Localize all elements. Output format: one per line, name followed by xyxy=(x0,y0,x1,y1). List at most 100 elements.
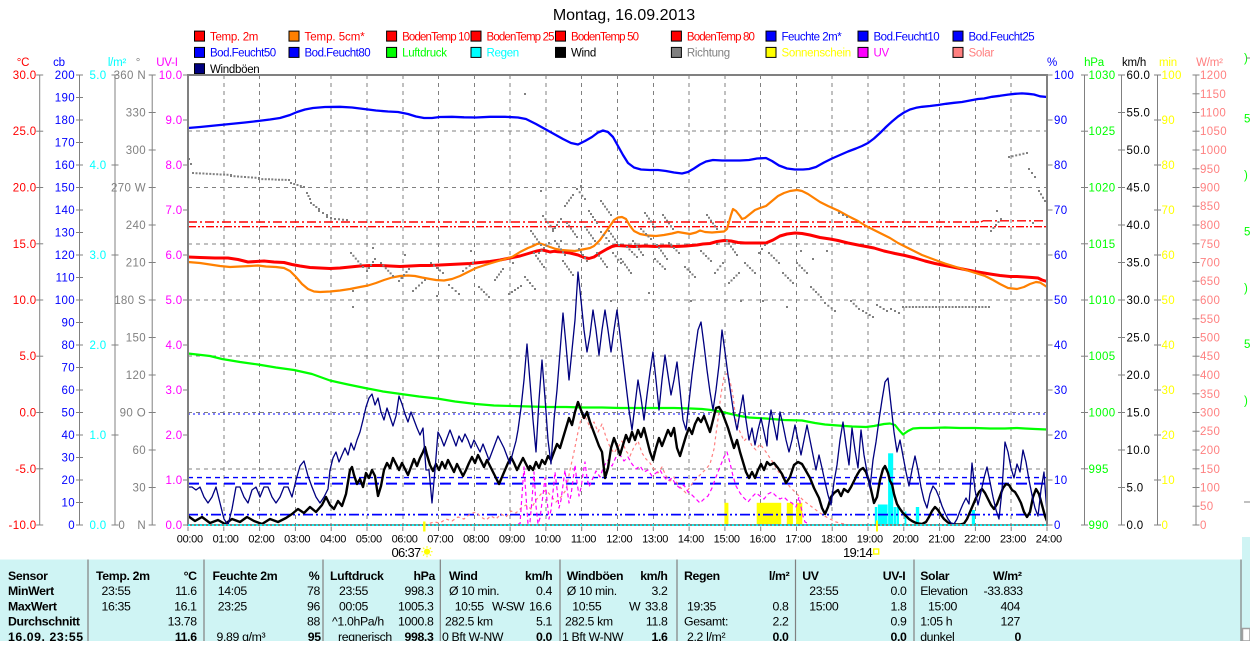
svg-text:17:00: 17:00 xyxy=(785,534,811,546)
svg-text:240: 240 xyxy=(126,220,146,232)
svg-text:0.0: 0.0 xyxy=(772,630,789,641)
svg-text:Bod.Feucht25: Bod.Feucht25 xyxy=(969,31,1035,43)
svg-text:15.0: 15.0 xyxy=(1127,408,1151,420)
svg-text:11:00: 11:00 xyxy=(571,534,596,546)
svg-text:350: 350 xyxy=(1200,389,1220,401)
svg-text:Temp. 5cm*: Temp. 5cm* xyxy=(305,31,366,43)
svg-text:2.0: 2.0 xyxy=(165,430,182,442)
svg-text:0.4: 0.4 xyxy=(536,584,553,598)
svg-text:25.0: 25.0 xyxy=(13,126,37,138)
svg-text:40: 40 xyxy=(1054,340,1068,352)
svg-text:Regen: Regen xyxy=(487,48,519,60)
svg-text:30: 30 xyxy=(62,453,76,465)
svg-text:15.0: 15.0 xyxy=(13,239,37,251)
svg-text:0: 0 xyxy=(1162,520,1169,532)
svg-text:20.0: 20.0 xyxy=(1127,370,1151,382)
svg-text:Durchschnitt: Durchschnitt xyxy=(8,615,80,629)
svg-text:5: 5 xyxy=(1244,114,1250,126)
svg-text:l/m²: l/m² xyxy=(769,569,790,583)
svg-text:995: 995 xyxy=(1089,464,1109,476)
svg-text:160: 160 xyxy=(55,160,75,172)
svg-text:25.0: 25.0 xyxy=(1127,333,1151,345)
svg-text:60: 60 xyxy=(62,385,76,397)
svg-text:95: 95 xyxy=(308,630,321,641)
svg-text:Temp. 2m: Temp. 2m xyxy=(210,31,258,43)
svg-text:13:00: 13:00 xyxy=(642,534,668,546)
svg-text:180 S: 180 S xyxy=(114,295,146,307)
svg-text:150: 150 xyxy=(1200,464,1220,476)
svg-text:22:00: 22:00 xyxy=(964,534,990,546)
svg-text:1 Bft W-NW: 1 Bft W-NW xyxy=(562,630,624,641)
svg-text:-10.0: -10.0 xyxy=(9,520,37,532)
svg-text:500: 500 xyxy=(1200,333,1220,345)
svg-text:Feuchte 2m*: Feuchte 2m* xyxy=(782,31,843,43)
svg-text:Ø 10 min.: Ø 10 min. xyxy=(449,584,499,598)
svg-text:150: 150 xyxy=(55,183,75,195)
svg-text:40: 40 xyxy=(62,430,76,442)
svg-text:Bod.Feucht50: Bod.Feucht50 xyxy=(210,48,276,60)
svg-text:04:00: 04:00 xyxy=(320,534,346,546)
svg-text:20: 20 xyxy=(1054,430,1068,442)
svg-text:850: 850 xyxy=(1200,201,1220,213)
svg-text:1005.3: 1005.3 xyxy=(398,599,434,613)
svg-text:Sensor: Sensor xyxy=(8,569,48,583)
svg-text:km/h: km/h xyxy=(1122,57,1146,69)
svg-text:23:55: 23:55 xyxy=(339,584,369,598)
svg-text:0 Bft W-NW: 0 Bft W-NW xyxy=(442,630,504,641)
svg-text:4.0: 4.0 xyxy=(165,340,182,352)
svg-text:550: 550 xyxy=(1200,314,1220,326)
svg-text:19:00: 19:00 xyxy=(857,534,883,546)
svg-text:1010: 1010 xyxy=(1089,295,1116,307)
svg-text:127: 127 xyxy=(1001,615,1021,629)
svg-text:Luftdruck: Luftdruck xyxy=(330,569,384,583)
svg-text:Wind: Wind xyxy=(571,48,596,60)
svg-text:800: 800 xyxy=(1200,220,1220,232)
svg-text:4.0: 4.0 xyxy=(89,160,106,172)
svg-text:-33.833: -33.833 xyxy=(984,584,1024,598)
svg-text:20.0: 20.0 xyxy=(13,183,37,195)
svg-text:BodenTemp 25: BodenTemp 25 xyxy=(487,31,555,43)
svg-text:10:55: 10:55 xyxy=(572,599,602,613)
svg-text:°C: °C xyxy=(184,569,198,583)
svg-text:5.0: 5.0 xyxy=(165,295,182,307)
svg-text:1150: 1150 xyxy=(1200,89,1226,101)
svg-text:0.0: 0.0 xyxy=(89,520,106,532)
svg-text:W/m²: W/m² xyxy=(993,569,1022,583)
svg-text:): ) xyxy=(1244,396,1248,408)
svg-text:282.5 km: 282.5 km xyxy=(445,615,493,629)
svg-text:11.6: 11.6 xyxy=(175,630,197,641)
svg-text:998.3: 998.3 xyxy=(404,584,434,598)
svg-text:200: 200 xyxy=(55,70,75,82)
svg-text:Bod.Feucht10: Bod.Feucht10 xyxy=(874,31,940,43)
svg-text:8.0: 8.0 xyxy=(165,160,182,172)
svg-text:0.9: 0.9 xyxy=(890,615,907,629)
svg-text:Temp. 2m: Temp. 2m xyxy=(96,569,150,583)
svg-text:0: 0 xyxy=(68,520,75,532)
svg-text:23:55: 23:55 xyxy=(102,584,132,598)
svg-text:UV-I: UV-I xyxy=(156,57,178,69)
svg-text:24:00: 24:00 xyxy=(1036,534,1062,546)
svg-text:Solar: Solar xyxy=(920,569,950,583)
svg-text:01:00: 01:00 xyxy=(213,534,239,546)
svg-text:1100: 1100 xyxy=(1200,108,1226,120)
svg-text:300: 300 xyxy=(126,145,146,157)
svg-text:Luftdruck: Luftdruck xyxy=(402,48,447,60)
svg-text:hPa: hPa xyxy=(413,569,435,583)
svg-text:250: 250 xyxy=(1200,426,1220,438)
svg-text:Bod.Feucht80: Bod.Feucht80 xyxy=(305,48,371,60)
svg-text:16.1: 16.1 xyxy=(174,599,197,613)
svg-text:30: 30 xyxy=(133,483,147,495)
svg-text:Richtung: Richtung xyxy=(687,48,730,60)
svg-text:^1.0hPa/h: ^1.0hPa/h xyxy=(332,615,384,629)
svg-text:20:00: 20:00 xyxy=(893,534,919,546)
svg-text:0.0: 0.0 xyxy=(890,584,907,598)
svg-text:35.0: 35.0 xyxy=(1127,258,1151,270)
svg-text:3.2: 3.2 xyxy=(651,584,668,598)
svg-text:80: 80 xyxy=(1054,160,1068,172)
svg-text:998.3: 998.3 xyxy=(404,630,434,641)
svg-text:°C: °C xyxy=(17,57,30,69)
svg-text:5.0: 5.0 xyxy=(89,70,106,82)
svg-text:15:00: 15:00 xyxy=(928,599,958,613)
svg-text:1000.8: 1000.8 xyxy=(398,615,434,629)
svg-text:-5.0: -5.0 xyxy=(15,464,36,476)
